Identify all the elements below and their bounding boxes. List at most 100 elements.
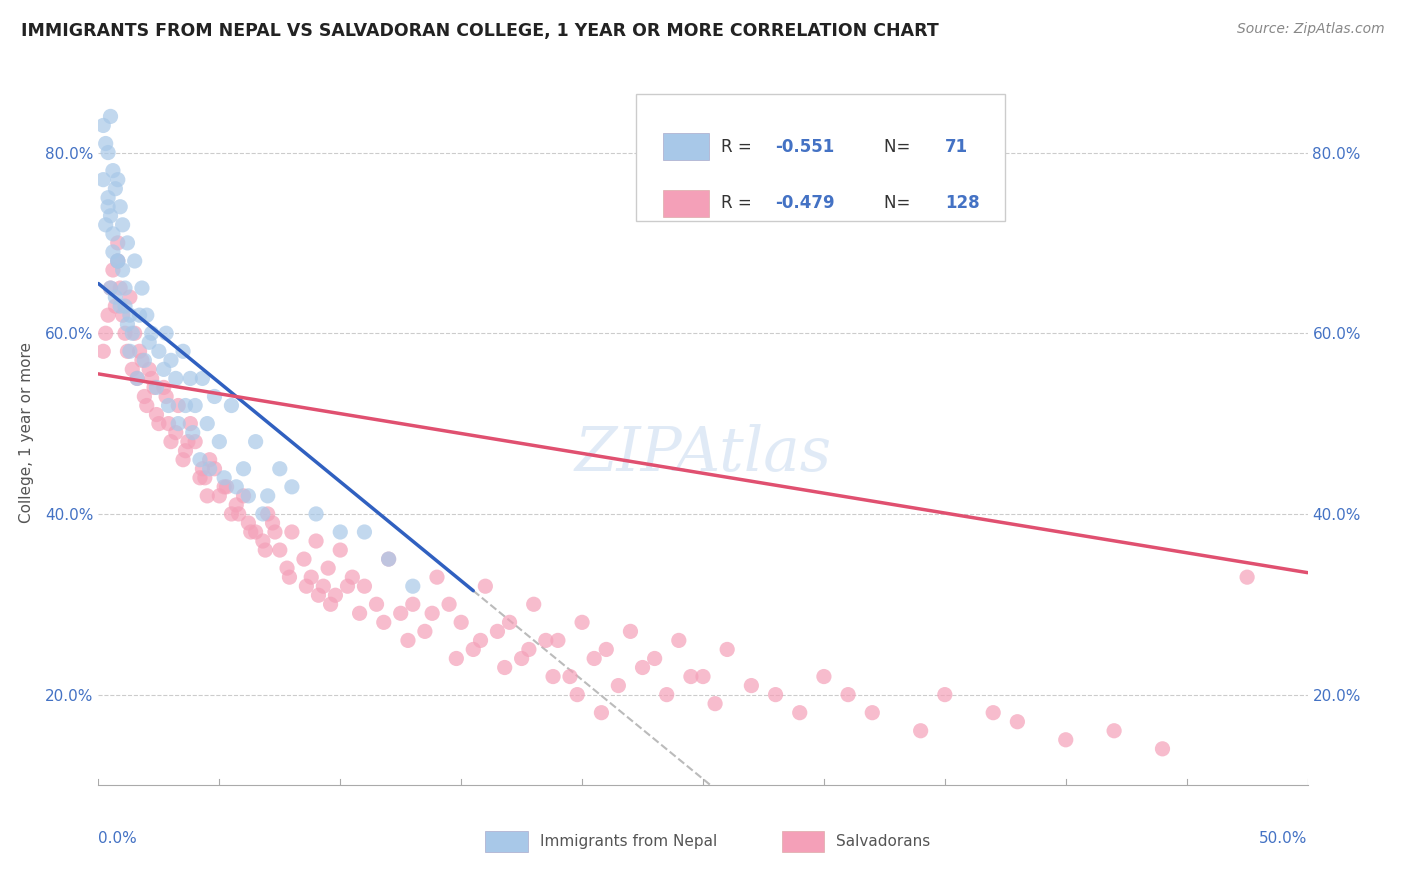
Point [143,380,166,394]
Point [740,679,762,693]
Point [278,570,301,584]
Point [256,489,278,503]
Point [981,706,1004,720]
Point [281,480,304,494]
Point [353,579,375,593]
Point [100,209,122,223]
Point [305,534,328,549]
Point [100,110,122,124]
Point [353,524,375,539]
Point [463,642,485,657]
Point [238,489,260,503]
Point [655,688,678,702]
Point [100,281,122,295]
Text: R =: R = [721,137,758,156]
Point [837,688,859,702]
Point [208,489,231,503]
Point [679,669,702,683]
Point [239,524,262,539]
Point [117,344,139,359]
Point [494,660,516,674]
Text: 128: 128 [945,194,980,212]
Point [124,254,146,268]
Point [97,200,120,214]
Point [107,235,129,250]
Point [336,579,359,593]
Point [316,561,339,575]
Text: 50.0%: 50.0% [1260,830,1308,846]
Point [117,235,139,250]
Point [117,317,139,331]
Point [252,507,274,521]
FancyBboxPatch shape [637,95,1005,221]
Point [558,669,581,683]
Point [215,480,238,494]
Point [221,399,243,413]
Point [221,507,243,521]
Point [101,163,124,178]
Point [128,308,150,322]
Point [269,462,291,476]
Point [138,362,160,376]
Point [212,480,235,494]
Point [152,362,174,376]
Text: -0.551: -0.551 [776,137,835,156]
Point [94,218,117,232]
Text: N=: N= [884,137,915,156]
Point [108,299,131,313]
Point [101,227,124,241]
Point [165,425,187,440]
Point [225,498,247,512]
Point [155,389,177,403]
Point [204,462,226,476]
Point [167,399,190,413]
Text: Immigrants from Nepal: Immigrants from Nepal [540,834,717,849]
Point [94,136,117,151]
Point [124,326,146,341]
Point [107,254,129,268]
Point [114,326,136,341]
Point [111,263,134,277]
Point [108,200,131,214]
Point [174,443,197,458]
Point [264,524,287,539]
Point [107,172,129,186]
Point [152,380,174,394]
Point [121,326,143,341]
Bar [485,830,527,852]
Point [114,281,136,295]
Point [325,588,347,602]
Point [179,371,201,385]
Point [195,417,218,431]
Bar [782,830,824,852]
Point [295,579,318,593]
Point [91,172,114,186]
Point [910,723,932,738]
Point [131,353,153,368]
Point [228,507,250,521]
Point [541,669,564,683]
Point [470,633,492,648]
Point [101,263,124,277]
Point [305,507,328,521]
Point [157,399,180,413]
Point [716,642,738,657]
Point [100,281,122,295]
Point [420,607,443,621]
Point [813,669,835,683]
Point [619,624,641,639]
Point [366,597,388,611]
Point [256,507,278,521]
Point [212,471,235,485]
Point [127,371,149,385]
Point [184,399,207,413]
Point [138,335,160,350]
Point [194,471,217,485]
Point [377,552,399,566]
Point [188,471,211,485]
Point [402,579,425,593]
Point [377,552,399,566]
Point [312,579,335,593]
Point [91,119,114,133]
Point [111,218,134,232]
